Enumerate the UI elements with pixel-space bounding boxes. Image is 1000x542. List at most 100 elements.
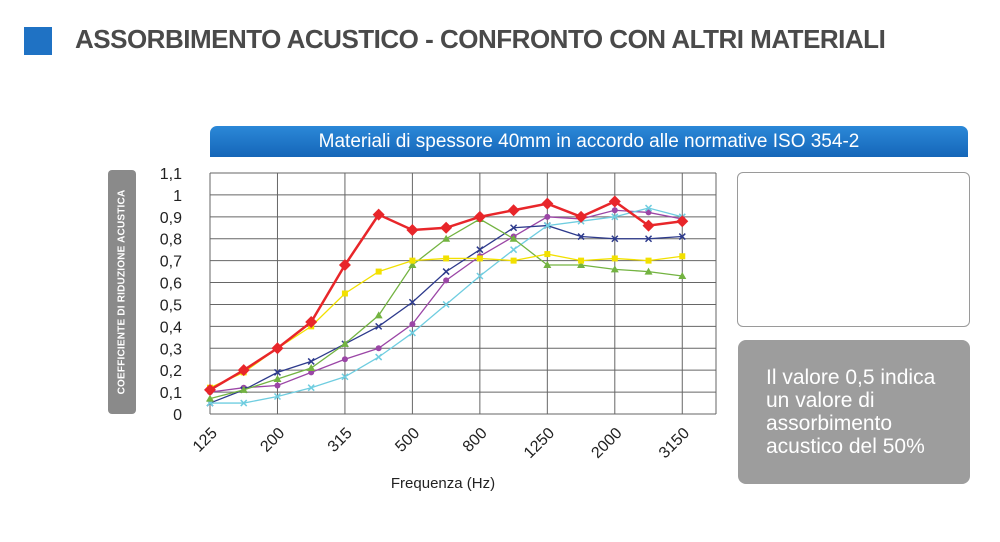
data-point (374, 311, 383, 319)
data-point (307, 384, 315, 392)
data-point-stroke (510, 224, 518, 232)
y-tick-label: 0,4 (160, 319, 182, 336)
info-note-line: Il valore 0,5 indica (766, 366, 936, 389)
y-axis-label-box (108, 170, 136, 414)
data-point (273, 368, 281, 376)
data-point (271, 342, 284, 355)
data-point-stroke (611, 235, 619, 243)
data-point-stroke (307, 384, 315, 392)
x-tick-label: 200 (257, 425, 288, 456)
data-point (473, 210, 486, 223)
data-point (510, 246, 518, 254)
data-point-stroke (375, 353, 383, 361)
y-tick-label: 0 (173, 407, 182, 424)
info-note-box (738, 340, 970, 484)
x-tick-label: 2000 (588, 425, 625, 462)
data-point (341, 373, 349, 381)
data-point (544, 213, 551, 220)
data-point-stroke (611, 213, 619, 221)
y-tick-label: 1,1 (160, 166, 182, 183)
data-point (406, 223, 419, 236)
y-tick-label: 1 (173, 188, 182, 205)
data-point (575, 210, 588, 223)
data-point (676, 215, 689, 228)
series-line (209, 253, 683, 389)
title-accent-square (24, 27, 52, 55)
data-point (510, 224, 518, 232)
data-point-stroke (543, 222, 551, 230)
info-note-line: acustico del 50% (766, 435, 925, 458)
data-point (440, 221, 453, 234)
data-point (273, 374, 282, 382)
data-point (240, 399, 248, 407)
data-point (577, 261, 586, 269)
data-point (608, 195, 621, 208)
page-title: ASSORBIMENTO ACUSTICO - CONFRONTO CON AL… (75, 24, 886, 54)
data-point (507, 204, 520, 217)
y-tick-label: 0,7 (160, 254, 182, 271)
data-point (442, 300, 450, 308)
data-point (611, 235, 619, 243)
data-point (341, 356, 348, 363)
data-point (541, 197, 554, 210)
y-tick-label: 0,8 (160, 232, 182, 249)
data-point-stroke (341, 373, 349, 381)
series-line (209, 224, 683, 404)
data-point (544, 251, 551, 258)
data-point (578, 257, 585, 264)
data-point (645, 204, 653, 212)
data-point-stroke (408, 329, 416, 337)
data-point (476, 255, 483, 262)
data-point (372, 208, 385, 221)
data-point-stroke (273, 368, 281, 376)
data-point (611, 255, 618, 262)
data-point-stroke (510, 246, 518, 254)
x-tick-label: 1250 (521, 425, 558, 462)
data-point (375, 268, 382, 275)
data-point-stroke (645, 204, 653, 212)
data-point (442, 234, 451, 242)
x-tick-label: 500 (392, 425, 423, 456)
data-point (206, 394, 214, 402)
data-point (409, 321, 416, 328)
data-point (307, 363, 316, 371)
data-point (239, 385, 248, 393)
data-point (645, 235, 653, 243)
data-point-stroke (307, 357, 315, 365)
x-axis-label: Frequenza (Hz) (391, 475, 495, 492)
data-point (443, 255, 450, 262)
data-point (645, 257, 652, 264)
data-point (409, 257, 416, 264)
info-note-line: assorbimento (766, 412, 893, 435)
data-point (273, 392, 281, 401)
data-point (375, 345, 382, 352)
data-point (679, 253, 686, 260)
data-point (543, 261, 552, 269)
data-point (338, 259, 351, 272)
data-point (678, 271, 687, 279)
data-point (274, 382, 281, 389)
y-tick-label: 0,3 (160, 341, 182, 358)
data-point (476, 246, 484, 254)
y-tick-label: 0,9 (160, 210, 182, 227)
x-tick-label: 800 (460, 425, 491, 456)
data-point (509, 234, 518, 242)
data-point (408, 298, 416, 306)
x-tick-label: 3150 (656, 425, 693, 462)
data-point-stroke (442, 268, 450, 276)
y-tick-label: 0,2 (160, 363, 182, 380)
data-point (305, 315, 318, 328)
data-point (443, 277, 450, 284)
chart-legend (737, 172, 970, 327)
data-point (611, 213, 619, 221)
x-tick-label: 315 (325, 425, 356, 456)
data-point (340, 339, 349, 347)
data-point (645, 209, 652, 216)
data-point (611, 207, 618, 214)
data-point-stroke (442, 300, 450, 308)
info-note-line: un valore di (766, 389, 875, 412)
data-point (678, 233, 686, 241)
data-point-stroke (408, 298, 416, 306)
data-point (442, 268, 450, 276)
data-point (204, 383, 216, 396)
